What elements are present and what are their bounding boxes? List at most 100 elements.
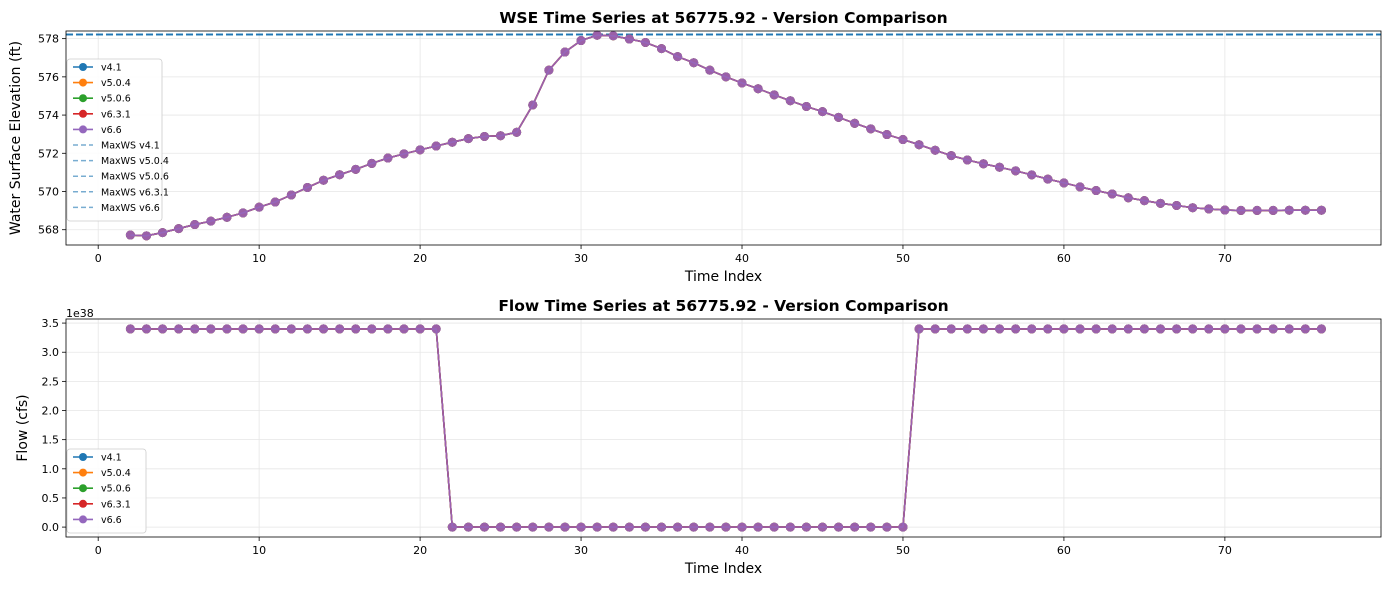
flow-point-v6-6-52 bbox=[930, 324, 940, 334]
wse-point-v6-6-15 bbox=[335, 170, 345, 180]
flow-point-v6-6-72 bbox=[1252, 324, 1262, 334]
flow-legend-item-v5-0-6: v5.0.6 bbox=[73, 484, 131, 495]
flow-y-tick-label-0-5: 0.5 bbox=[42, 492, 60, 505]
flow-point-v6-6-14 bbox=[319, 324, 329, 334]
flow-legend-swatch-marker-v6-6 bbox=[79, 515, 87, 524]
flow-point-v6-6-57 bbox=[1011, 324, 1021, 334]
wse-point-v6-6-22 bbox=[447, 137, 457, 147]
flow-point-v6-6-30 bbox=[576, 522, 586, 532]
flow-point-v6-6-44 bbox=[801, 522, 811, 532]
flow-y-tick-label-0-0: 0.0 bbox=[42, 521, 60, 534]
wse-point-v6-6-16 bbox=[351, 164, 361, 174]
flow-point-v6-6-35 bbox=[657, 522, 667, 532]
flow-x-tick-label-0: 0 bbox=[95, 544, 102, 557]
wse-point-v6-6-33 bbox=[624, 34, 634, 44]
wse-point-v6-6-26 bbox=[512, 127, 522, 137]
wse-point-v6-6-19 bbox=[399, 149, 409, 159]
flow-series-group bbox=[125, 324, 1326, 532]
flow-point-v6-6-76 bbox=[1316, 324, 1326, 334]
wse-y-tick-label-570: 570 bbox=[38, 186, 59, 199]
flow-point-v6-6-49 bbox=[882, 522, 892, 532]
flow-series-markers-v6-6 bbox=[125, 324, 1326, 532]
wse-point-v6-6-25 bbox=[496, 131, 506, 141]
wse-point-v6-6-3 bbox=[141, 231, 151, 241]
wse-legend-swatch-marker-v5-0-6 bbox=[79, 94, 87, 103]
flow-point-v6-6-33 bbox=[624, 522, 634, 532]
wse-point-v6-6-12 bbox=[286, 190, 296, 200]
flow-grid bbox=[66, 319, 1381, 537]
flow-x-axis-label: Time Index bbox=[684, 561, 762, 577]
flow-point-v6-6-23 bbox=[463, 522, 473, 532]
flow-y-tick-label-2-5: 2.5 bbox=[42, 375, 60, 388]
flow-point-v6-6-13 bbox=[302, 324, 312, 334]
wse-point-v6-6-51 bbox=[914, 140, 924, 150]
wse-x-tick-label-60: 60 bbox=[1057, 252, 1071, 265]
wse-point-v6-6-59 bbox=[1043, 174, 1053, 184]
wse-legend-label-v5-0-4: v5.0.4 bbox=[101, 78, 131, 89]
flow-point-v6-6-19 bbox=[399, 324, 409, 334]
flow-point-v6-6-55 bbox=[978, 324, 988, 334]
wse-legend-item-v4-1: v4.1 bbox=[73, 63, 122, 74]
flow-point-v6-6-54 bbox=[962, 324, 972, 334]
wse-legend-label-v5-0-6: v5.0.6 bbox=[101, 94, 131, 105]
flow-x-tick-label-10: 10 bbox=[252, 544, 266, 557]
wse-point-v6-6-50 bbox=[898, 135, 908, 145]
wse-x-tick-label-50: 50 bbox=[896, 252, 910, 265]
wse-point-v6-6-53 bbox=[946, 151, 956, 161]
flow-point-v6-6-61 bbox=[1075, 324, 1085, 334]
flow-x-tick-label-30: 30 bbox=[574, 544, 588, 557]
flow-x-tick-label-50: 50 bbox=[896, 544, 910, 557]
flow-legend-label-v6-3-1: v6.3.1 bbox=[101, 499, 131, 510]
wse-y-tick-label-572: 572 bbox=[38, 147, 59, 160]
flow-point-v6-6-53 bbox=[946, 324, 956, 334]
flow-point-v6-6-38 bbox=[705, 522, 715, 532]
wse-point-v6-6-8 bbox=[222, 212, 232, 222]
flow-point-v6-6-9 bbox=[238, 324, 248, 334]
wse-legend-swatch-marker-v5-0-4 bbox=[79, 78, 87, 87]
wse-legend-item-maxws-v5-0-6: MaxWS v5.0.6 bbox=[73, 172, 169, 183]
flow-legend-box bbox=[66, 448, 147, 534]
wse-legend-label-maxws-v6-6: MaxWS v6.6 bbox=[101, 203, 160, 214]
flow-legend-swatch-marker-v5-0-6 bbox=[79, 484, 87, 493]
flow-point-v6-6-62 bbox=[1091, 324, 1101, 334]
flow-point-v6-6-64 bbox=[1123, 324, 1133, 334]
wse-x-tick-label-40: 40 bbox=[735, 252, 749, 265]
wse-y-tick-label-578: 578 bbox=[38, 33, 59, 46]
wse-legend-item-v5-0-4: v5.0.4 bbox=[73, 78, 131, 89]
wse-point-v6-6-38 bbox=[705, 65, 715, 75]
wse-legend-label-v6-3-1: v6.3.1 bbox=[101, 109, 131, 120]
wse-point-v6-6-58 bbox=[1027, 170, 1037, 180]
flow-legend-item-v5-0-4: v5.0.4 bbox=[73, 468, 131, 479]
wse-legend-item-maxws-v4-1: MaxWS v4.1 bbox=[73, 141, 160, 152]
wse-point-v6-6-5 bbox=[174, 224, 184, 234]
wse-plot-frame bbox=[65, 30, 1382, 246]
wse-x-axis-label: Time Index bbox=[684, 269, 762, 285]
flow-legend-item-v6-6: v6.6 bbox=[73, 515, 122, 526]
flow-point-v6-6-24 bbox=[479, 522, 489, 532]
wse-point-v6-6-6 bbox=[190, 220, 200, 230]
wse-point-v6-6-35 bbox=[657, 44, 667, 54]
wse-point-v6-6-49 bbox=[882, 130, 892, 140]
flow-point-v6-6-45 bbox=[817, 522, 827, 532]
wse-legend-item-maxws-v6-3-1: MaxWS v6.3.1 bbox=[73, 187, 169, 198]
flow-point-v6-6-67 bbox=[1172, 324, 1182, 334]
wse-legend-label-maxws-v5-0-4: MaxWS v5.0.4 bbox=[101, 156, 169, 167]
wse-point-v6-6-56 bbox=[995, 162, 1005, 172]
wse-point-v6-6-45 bbox=[817, 107, 827, 117]
wse-point-v6-6-64 bbox=[1123, 193, 1133, 203]
flow-y-tick-label-1-5: 1.5 bbox=[42, 434, 60, 447]
wse-point-v6-6-41 bbox=[753, 84, 763, 94]
wse-point-v6-6-28 bbox=[544, 65, 554, 75]
wse-point-v6-6-39 bbox=[721, 72, 731, 82]
wse-point-v6-6-74 bbox=[1284, 205, 1294, 215]
wse-legend-item-v5-0-6: v5.0.6 bbox=[73, 94, 131, 105]
wse-point-v6-6-47 bbox=[850, 118, 860, 128]
flow-point-v6-6-75 bbox=[1300, 324, 1310, 334]
flow-point-v6-6-17 bbox=[367, 324, 377, 334]
wse-point-v6-6-24 bbox=[479, 131, 489, 141]
flow-point-v6-6-3 bbox=[141, 324, 151, 334]
wse-point-v6-6-44 bbox=[801, 101, 811, 111]
wse-point-v6-6-75 bbox=[1300, 205, 1310, 215]
wse-point-v6-6-72 bbox=[1252, 205, 1262, 215]
